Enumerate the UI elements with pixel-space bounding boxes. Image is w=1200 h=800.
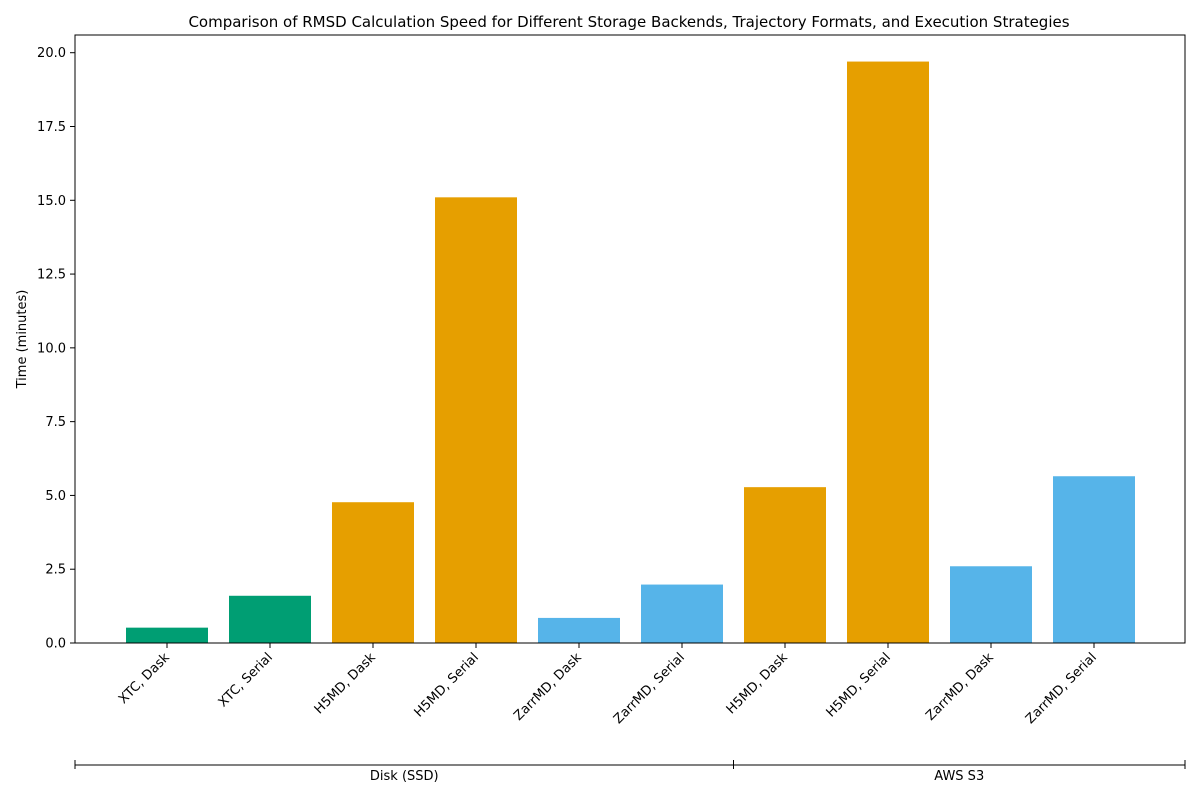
chart-title: Comparison of RMSD Calculation Speed for… [188, 13, 1069, 31]
bar-3 [332, 502, 414, 643]
bar-9 [950, 566, 1032, 643]
y-axis: 0.0 2.5 5.0 7.5 10.0 12.5 15.0 17.5 20.0 [37, 46, 75, 652]
x-tick-label: H5MD, Serial [412, 650, 482, 720]
y-tick-label: 5.0 [45, 489, 66, 504]
bar-4 [435, 197, 517, 644]
y-tick-label: 0.0 [45, 637, 66, 652]
plot-frame [74, 34, 1186, 644]
y-tick-label: 7.5 [45, 415, 66, 430]
y-tick-label: 20.0 [37, 46, 66, 61]
y-tick-label: 17.5 [37, 120, 66, 135]
x-tick-label: ZarrMD, Serial [1023, 650, 1100, 727]
y-tick-label: 12.5 [37, 268, 66, 283]
x-tick-label: ZarrMD, Dask [511, 650, 585, 724]
bar-1 [126, 627, 208, 643]
y-axis-label: Time (minutes) [15, 290, 30, 390]
bar-6 [641, 584, 723, 643]
bar-5 [538, 617, 620, 643]
y-tick-label: 15.0 [37, 194, 66, 209]
bar-2 [229, 595, 311, 643]
x-tick-label: XTC, Dask [116, 650, 173, 707]
group-axis: Disk (SSD) AWS S3 [74, 760, 1186, 784]
x-axis: XTC, Dask XTC, Serial H5MD, Dask H5MD, Seri… [116, 643, 1100, 727]
y-tick-label: 10.0 [37, 341, 66, 356]
y-tick-label: 2.5 [45, 563, 66, 578]
x-tick-label: ZarrMD, Serial [611, 650, 688, 727]
group-label: AWS S3 [934, 769, 984, 784]
x-tick-label: ZarrMD, Dask [923, 650, 997, 724]
group-label: Disk (SSD) [370, 769, 439, 784]
x-tick-label: H5MD, Dask [724, 650, 791, 717]
bar-7 [744, 487, 826, 643]
bars-layer [126, 61, 1135, 644]
x-tick-label: XTC, Serial [216, 650, 276, 710]
x-tick-label: H5MD, Dask [312, 650, 379, 717]
x-tick-label: H5MD, Serial [824, 650, 894, 720]
bar-8 [847, 61, 929, 643]
bar-10 [1053, 476, 1135, 643]
